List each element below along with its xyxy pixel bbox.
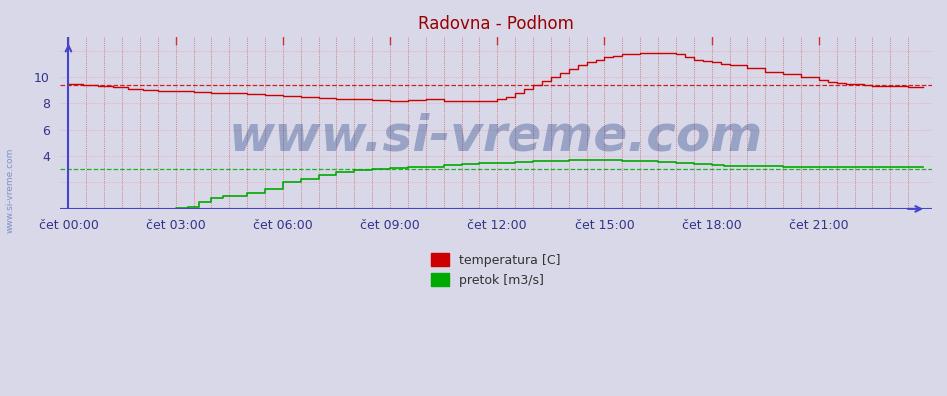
Legend: temperatura [C], pretok [m3/s]: temperatura [C], pretok [m3/s] <box>425 248 566 292</box>
Text: www.si-vreme.com: www.si-vreme.com <box>228 113 763 161</box>
Text: www.si-vreme.com: www.si-vreme.com <box>6 147 15 233</box>
Title: Radovna - Podhom: Radovna - Podhom <box>418 15 574 33</box>
